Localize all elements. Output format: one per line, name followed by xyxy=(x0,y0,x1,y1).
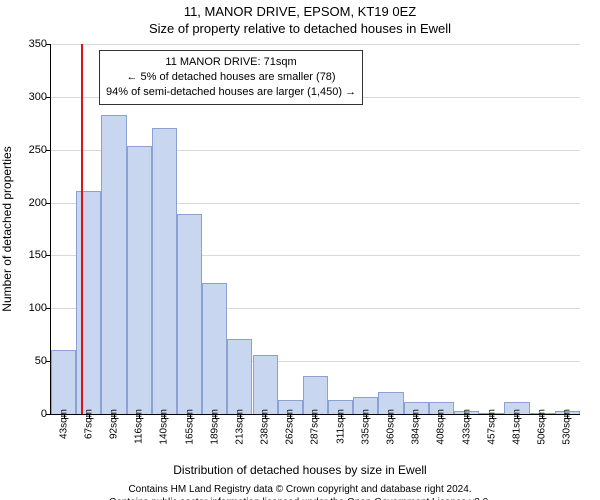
histogram-bar xyxy=(127,146,152,414)
page-title-address: 11, MANOR DRIVE, EPSOM, KT19 0EZ xyxy=(0,4,600,19)
bar-slot: 116sqm xyxy=(127,146,152,414)
bar-slot: 481sqm xyxy=(504,402,529,414)
bar-slot: 140sqm xyxy=(152,128,177,414)
x-tick-label: 213sqm xyxy=(234,409,245,445)
y-tick-label: 50 xyxy=(13,355,47,367)
histogram-bar xyxy=(253,355,278,414)
bar-slot: 530sqm xyxy=(555,411,580,414)
bar-slot: 408sqm xyxy=(429,402,454,414)
y-axis-label: Number of detached properties xyxy=(0,146,14,311)
x-tick-label: 311sqm xyxy=(335,409,346,444)
bar-slot: 213sqm xyxy=(227,339,252,414)
histogram-bar xyxy=(227,339,252,414)
histogram-bar xyxy=(101,115,126,414)
attribution-text: Contains HM Land Registry data © Crown c… xyxy=(0,483,600,500)
histogram-chart: Number of detached properties 0501001502… xyxy=(50,44,580,415)
x-tick-label: 457sqm xyxy=(486,409,497,445)
bar-slot: 262sqm xyxy=(278,400,303,414)
bar-slot: 238sqm xyxy=(253,355,278,414)
x-tick-label: 189sqm xyxy=(209,409,220,445)
property-info-box: 11 MANOR DRIVE: 71sqm← 5% of detached ho… xyxy=(99,50,363,105)
histogram-bar xyxy=(76,191,101,414)
x-tick-label: 262sqm xyxy=(285,409,296,445)
info-box-line: 11 MANOR DRIVE: 71sqm xyxy=(106,55,356,70)
bar-slot: 506sqm xyxy=(530,413,555,414)
histogram-bar xyxy=(51,350,76,414)
y-tick-label: 100 xyxy=(13,302,47,314)
histogram-bar xyxy=(152,128,177,414)
x-tick-label: 92sqm xyxy=(108,409,119,439)
property-marker-line xyxy=(81,44,83,414)
bar-slot: 67sqm xyxy=(76,191,101,414)
bar-slot: 457sqm xyxy=(479,413,504,414)
x-tick-label: 165sqm xyxy=(184,409,195,445)
bar-slot: 287sqm xyxy=(303,376,328,414)
x-tick-label: 287sqm xyxy=(310,409,321,445)
x-tick-label: 67sqm xyxy=(83,409,94,439)
bar-slot: 335sqm xyxy=(353,397,378,414)
x-tick-label: 408sqm xyxy=(436,409,447,445)
bar-slot: 360sqm xyxy=(378,392,403,414)
bar-slot: 165sqm xyxy=(177,214,202,414)
x-tick-label: 238sqm xyxy=(260,409,271,445)
x-axis-label: Distribution of detached houses by size … xyxy=(0,463,600,477)
x-tick-label: 140sqm xyxy=(159,409,170,445)
y-tick-label: 300 xyxy=(13,91,47,103)
attribution-line-2: Contains public sector information licen… xyxy=(0,496,600,500)
x-tick-label: 481sqm xyxy=(511,409,522,445)
y-tick-label: 350 xyxy=(13,38,47,50)
x-tick-label: 530sqm xyxy=(562,409,573,445)
histogram-bar xyxy=(202,283,227,414)
bar-slot: 311sqm xyxy=(328,400,353,414)
attribution-line-1: Contains HM Land Registry data © Crown c… xyxy=(0,483,600,496)
x-tick-label: 506sqm xyxy=(537,409,548,445)
page-title-subtitle: Size of property relative to detached ho… xyxy=(0,21,600,36)
y-tick-label: 200 xyxy=(13,197,47,209)
bar-slot: 189sqm xyxy=(202,283,227,414)
y-tick-label: 150 xyxy=(13,249,47,261)
bar-slot: 433sqm xyxy=(454,411,479,414)
info-box-line: 94% of semi-detached houses are larger (… xyxy=(106,85,356,100)
bar-slot: 384sqm xyxy=(404,402,429,414)
histogram-bar xyxy=(177,214,202,414)
x-tick-label: 335sqm xyxy=(360,409,371,445)
x-tick-label: 433sqm xyxy=(461,409,472,445)
y-tick-label: 0 xyxy=(13,408,47,420)
x-tick-label: 384sqm xyxy=(411,409,422,445)
x-tick-label: 116sqm xyxy=(134,409,145,444)
bar-slot: 92sqm xyxy=(101,115,126,414)
x-tick-label: 43sqm xyxy=(58,409,69,439)
y-tick-label: 250 xyxy=(13,144,47,156)
bar-slot: 43sqm xyxy=(51,350,76,414)
x-tick-label: 360sqm xyxy=(386,409,397,445)
info-box-line: ← 5% of detached houses are smaller (78) xyxy=(106,70,356,85)
